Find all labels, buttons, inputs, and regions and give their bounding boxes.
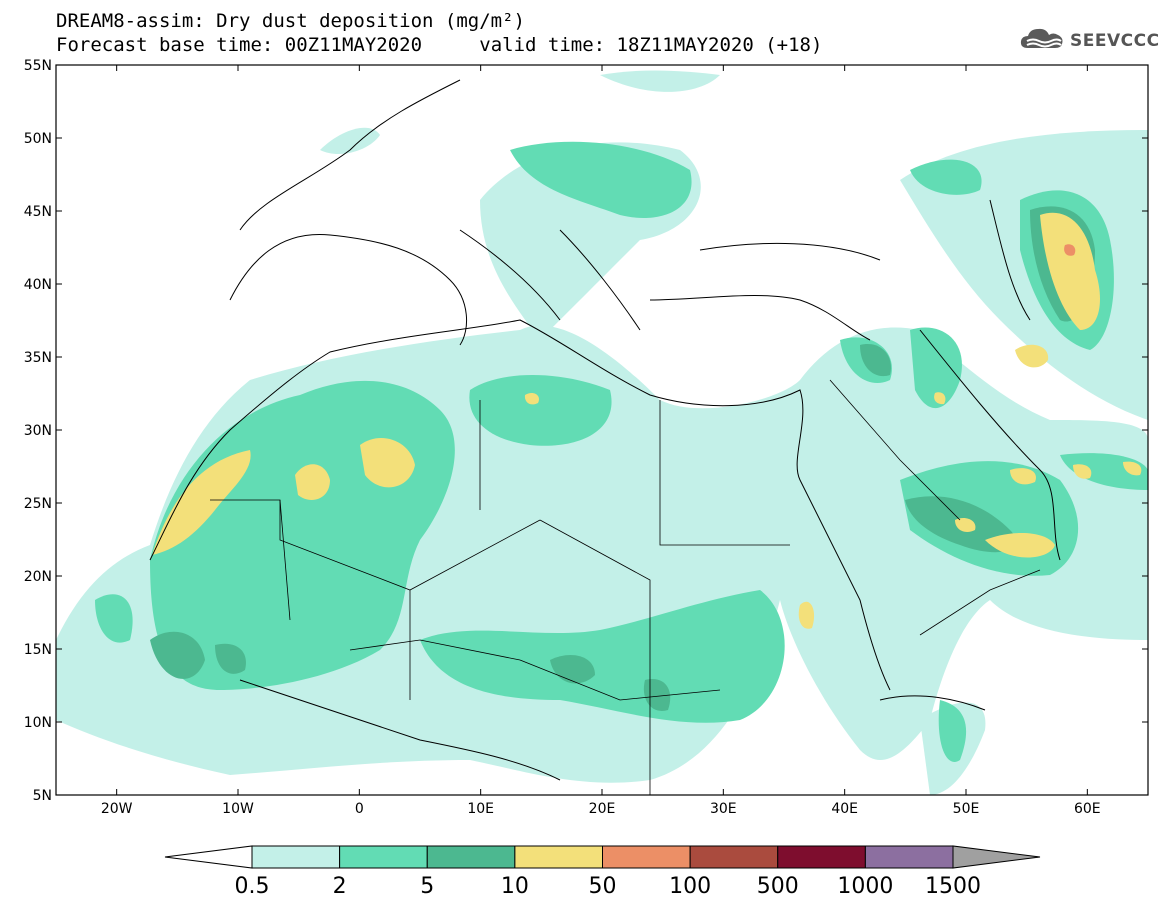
colorbar-label: 0.5: [235, 874, 270, 899]
cloud-icon: [1018, 26, 1066, 56]
colorbar-under-arrow: [164, 845, 253, 869]
lon-tick-label: 40E: [831, 801, 858, 817]
lat-tick-label: 45N: [24, 204, 52, 220]
colorbar-label: 50: [589, 874, 617, 899]
lat-tick-label: 5N: [33, 788, 52, 804]
deposition-field: [56, 65, 1148, 795]
colorbar-label: 1000: [837, 874, 893, 899]
colorbar-segment: [777, 845, 866, 869]
axis-ticks: 20W 10W 0 10E 20E 30E 40E 50E 60E 55N 50N 45N 40N 35N…: [24, 58, 1148, 817]
dust-map: 20W 10W 0 10E 20E 30E 40E 50E 60E 55N 50N 45N 40N 35N…: [24, 58, 1149, 817]
lon-tick-label: 10W: [222, 801, 254, 817]
logo-text: SEEVCCC: [1070, 31, 1160, 51]
lat-tick-label: 25N: [24, 496, 52, 512]
colorbar-segment: [426, 845, 516, 869]
colorbar-segment: [864, 845, 954, 869]
lon-tick-label: 20W: [101, 801, 133, 817]
colorbar-label: 5: [420, 874, 434, 899]
colorbar-segment: [602, 845, 691, 869]
lon-tick-label: 30E: [710, 801, 737, 817]
lat-tick-label: 50N: [24, 131, 52, 147]
lon-tick-label: 20E: [589, 801, 616, 817]
lat-tick-label: 35N: [24, 350, 52, 366]
time-info: Forecast base time: 00Z11MAY2020 valid t…: [56, 34, 822, 56]
colorbar-over-arrow: [952, 845, 1041, 869]
colorbar-label: 1500: [925, 874, 981, 899]
colorbar-segment: [689, 845, 779, 869]
lat-tick-label: 10N: [24, 715, 52, 731]
map-title: DREAM8-assim: Dry dust deposition (mg/m²…: [56, 10, 525, 32]
colorbar-segment: [251, 845, 341, 869]
lon-tick-label: 60E: [1074, 801, 1101, 817]
lat-tick-label: 30N: [24, 423, 52, 439]
lon-tick-label: 10E: [467, 801, 494, 817]
coastlines: [149, 79, 1061, 781]
lat-tick-label: 20N: [24, 569, 52, 585]
lat-tick-label: 55N: [24, 58, 52, 74]
colorbar-segment: [514, 845, 603, 869]
level-10: [152, 212, 1142, 629]
valid-time: valid time: 18Z11MAY2020 (+18): [479, 34, 823, 56]
base-time: Forecast base time: 00Z11MAY2020: [56, 34, 423, 56]
colorbar-label: 2: [333, 874, 347, 899]
level-50: [1064, 244, 1076, 256]
lon-tick-label: 50E: [953, 801, 980, 817]
colorbar-label: 500: [757, 874, 799, 899]
seevccc-logo: SEEVCCC: [1018, 26, 1160, 56]
lon-tick-label: 0: [355, 801, 364, 817]
colorbar-label: 100: [669, 874, 711, 899]
colorbar-segment: [339, 845, 428, 869]
borders: [210, 379, 1041, 795]
lat-tick-label: 40N: [24, 277, 52, 293]
colorbar-label: 10: [501, 874, 529, 899]
lat-tick-label: 15N: [24, 642, 52, 658]
